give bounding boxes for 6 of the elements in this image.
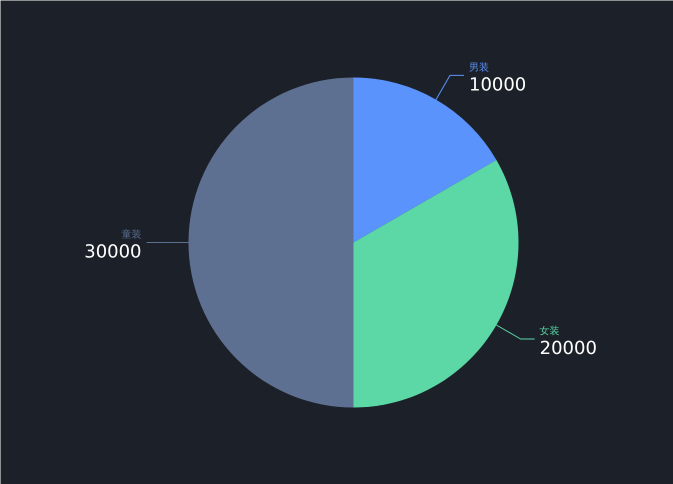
slice-label: 童装 (122, 228, 142, 240)
slice-label: 女装 (540, 325, 560, 337)
data-label: 30000 (84, 242, 142, 262)
data-label: 10000 (469, 74, 526, 96)
slice-label: 男装 (469, 61, 489, 74)
data-label: 20000 (540, 338, 597, 359)
